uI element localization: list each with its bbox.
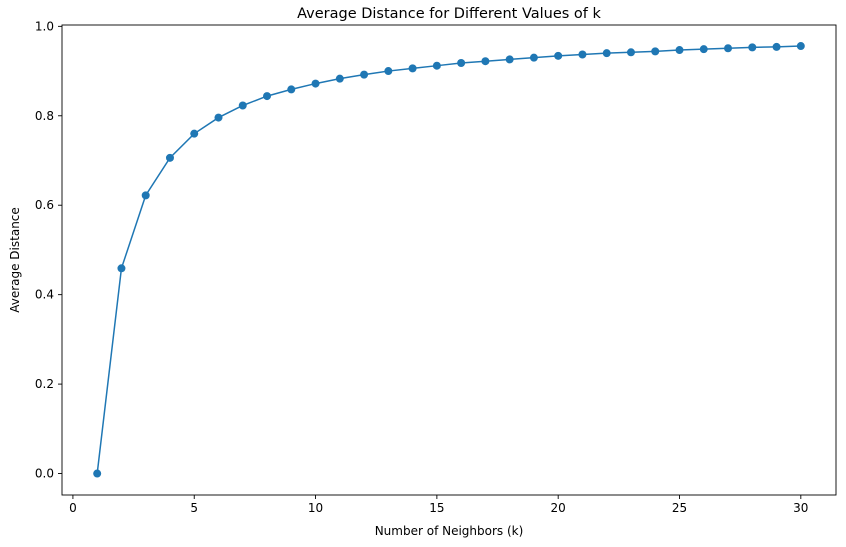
y-tick-label: 0.2	[35, 377, 54, 391]
data-point	[93, 469, 102, 478]
data-point	[505, 55, 514, 64]
data-point	[287, 85, 296, 94]
x-tick-label: 25	[672, 501, 687, 515]
x-axis-label: Number of Neighbors (k)	[375, 524, 524, 538]
data-point	[384, 67, 393, 76]
x-tick-label: 5	[190, 501, 198, 515]
data-point	[651, 47, 660, 56]
data-point	[748, 43, 757, 52]
y-tick-label: 0.6	[35, 198, 54, 212]
y-tick-label: 1.0	[35, 19, 54, 33]
data-point	[796, 42, 805, 51]
y-tick-label: 0.4	[35, 288, 54, 302]
x-tick-label: 20	[551, 501, 566, 515]
data-point	[675, 46, 684, 55]
data-point	[190, 129, 199, 138]
data-point	[699, 45, 708, 54]
chart-title: Average Distance for Different Values of…	[297, 6, 601, 22]
data-point	[602, 49, 611, 58]
series-line	[96, 45, 801, 474]
y-tick-label: 0.0	[35, 467, 54, 481]
plot-frame	[61, 24, 837, 496]
y-tick-label: 0.8	[35, 109, 54, 123]
data-point	[311, 79, 320, 88]
data-point	[481, 57, 490, 66]
data-point	[554, 51, 563, 60]
data-point	[529, 53, 538, 62]
data-point	[408, 64, 417, 73]
data-point	[360, 70, 369, 79]
data-point	[117, 264, 126, 273]
data-point	[238, 101, 247, 110]
x-tick-label: 10	[308, 501, 323, 515]
data-point	[141, 191, 150, 200]
data-point	[214, 113, 223, 122]
data-point	[578, 50, 587, 59]
data-point	[432, 61, 441, 70]
data-point	[335, 74, 344, 83]
data-point	[457, 59, 466, 68]
x-tick-label: 15	[429, 501, 444, 515]
data-point	[772, 42, 781, 51]
data-point	[165, 153, 174, 162]
x-tick-label: 30	[793, 501, 808, 515]
data-point	[263, 92, 272, 101]
data-point	[626, 48, 635, 57]
y-axis-label: Average Distance	[8, 207, 22, 313]
x-tick-label: 0	[69, 501, 77, 515]
data-point	[724, 44, 733, 53]
plot-area: 0 5 10 15 20 25 30 0.0 0.2 0.4 0.6 0.8 1.0	[35, 19, 837, 515]
